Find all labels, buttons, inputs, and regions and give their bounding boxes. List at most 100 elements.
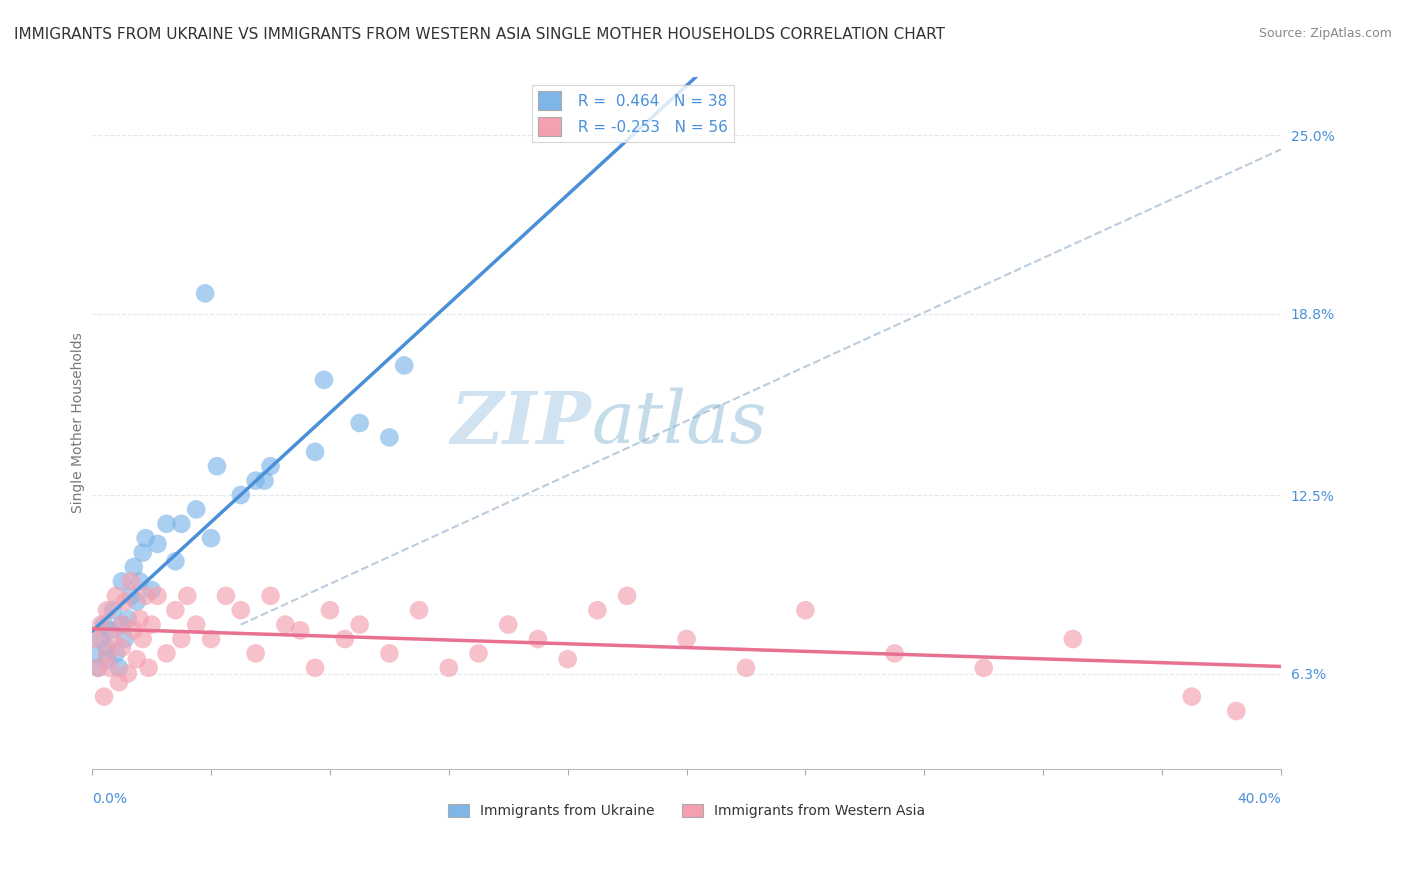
Point [101,603,124,617]
Point [290,624,312,638]
Point [176,589,198,603]
Point [90,617,112,632]
Point [93,617,115,632]
Point [90,632,112,646]
Point [108,675,131,690]
Point [170,632,193,646]
Point [253,474,276,488]
Point [135,531,157,545]
Point [117,666,139,681]
Point [111,640,134,655]
Text: 40.0%: 40.0% [1237,792,1281,806]
Point [84,647,107,661]
Point [616,589,638,603]
Legend: Immigrants from Ukraine, Immigrants from Western Asia: Immigrants from Ukraine, Immigrants from… [443,798,931,824]
Point [138,661,160,675]
Point [96,652,118,666]
Point [122,560,145,574]
Point [146,537,169,551]
Point [378,647,401,661]
Point [125,652,148,666]
Point [245,647,267,661]
Text: Source: ZipAtlas.com: Source: ZipAtlas.com [1258,27,1392,40]
Point [259,589,281,603]
Point [349,416,371,430]
Point [304,445,326,459]
Point [101,632,124,646]
Point [229,603,252,617]
Point [108,661,131,675]
Point [141,617,163,632]
Point [215,589,238,603]
Point [84,632,107,646]
Text: IMMIGRANTS FROM UKRAINE VS IMMIGRANTS FROM WESTERN ASIA SINGLE MOTHER HOUSEHOLDS: IMMIGRANTS FROM UKRAINE VS IMMIGRANTS FR… [14,27,945,42]
Point [128,574,150,589]
Point [794,603,817,617]
Point [128,612,150,626]
Point [87,661,110,675]
Point [170,516,193,531]
Point [312,373,335,387]
Point [437,661,460,675]
Point [349,617,371,632]
Point [675,632,697,646]
Point [200,531,222,545]
Point [165,603,187,617]
Point [394,359,416,373]
Point [111,617,134,632]
Point [104,589,127,603]
Point [1062,632,1084,646]
Point [104,647,127,661]
Point [114,632,136,646]
Point [205,459,228,474]
Point [87,661,110,675]
Text: ZIP: ZIP [450,387,592,458]
Y-axis label: Single Mother Households: Single Mother Households [72,333,86,514]
Point [408,603,430,617]
Point [111,617,134,632]
Point [1181,690,1204,704]
Point [194,286,217,301]
Point [96,647,118,661]
Point [111,574,134,589]
Point [186,617,208,632]
Point [229,488,252,502]
Point [259,459,281,474]
Point [735,661,758,675]
Point [155,516,177,531]
Point [527,632,550,646]
Point [114,594,136,608]
Text: 0.0%: 0.0% [93,792,127,806]
Point [122,624,145,638]
Point [135,589,157,603]
Point [117,612,139,626]
Point [333,632,356,646]
Point [186,502,208,516]
Point [245,474,267,488]
Point [165,554,187,568]
Point [155,647,177,661]
Point [120,574,142,589]
Point [141,582,163,597]
Point [131,546,153,560]
Point [467,647,489,661]
Point [496,617,519,632]
Point [883,647,905,661]
Point [378,430,401,444]
Point [96,640,118,655]
Point [120,589,142,603]
Point [125,594,148,608]
Point [98,661,121,675]
Point [93,690,115,704]
Point [304,661,326,675]
Point [200,632,222,646]
Point [131,632,153,646]
Point [586,603,609,617]
Point [274,617,297,632]
Point [1225,704,1247,718]
Point [96,603,118,617]
Text: atlas: atlas [592,388,766,458]
Point [98,624,121,638]
Point [973,661,995,675]
Point [146,589,169,603]
